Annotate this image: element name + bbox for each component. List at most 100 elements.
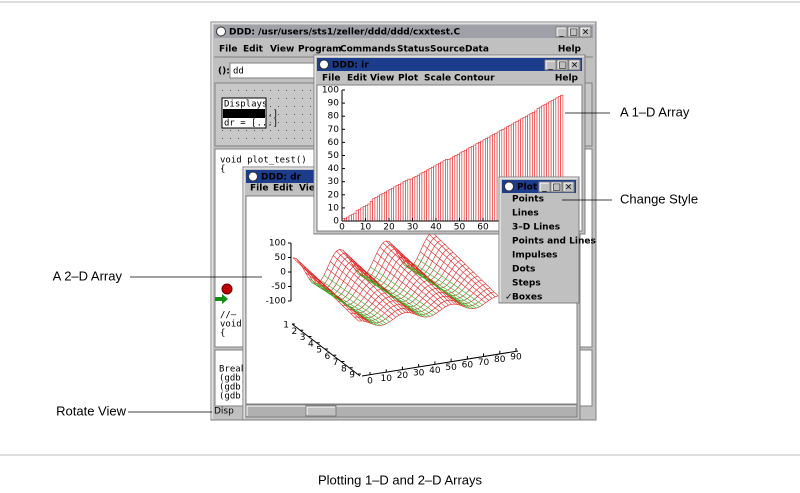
z-tick-label: 100: [269, 239, 286, 249]
menu-item[interactable]: Source: [430, 45, 465, 55]
window-button-hl: [580, 27, 590, 36]
display-row[interactable]: dr = [...]: [224, 119, 278, 129]
menu-item[interactable]: Data: [465, 45, 489, 55]
menu-item[interactable]: Commands: [340, 45, 396, 55]
bar: [398, 184, 402, 222]
bar: [360, 207, 364, 222]
window-hl: [314, 55, 584, 233]
bar: [452, 156, 456, 222]
menu-item[interactable]: Edit: [273, 184, 294, 194]
source-line: {: [220, 165, 225, 175]
window-button-glyph: ×: [565, 183, 573, 193]
window-button: [550, 181, 563, 193]
menu-item[interactable]: File: [219, 45, 237, 55]
grid-dot: [222, 130, 223, 131]
mesh-line: [376, 253, 443, 310]
y-tick-label: 1: [283, 321, 289, 331]
bar: [400, 182, 404, 222]
y-tick-label: 100: [322, 86, 339, 96]
window-icon: [504, 181, 514, 192]
style-option[interactable]: Points and Lines: [512, 237, 596, 247]
style-option[interactable]: Boxes: [512, 293, 542, 303]
bar: [346, 216, 350, 222]
y-tick-label: 8: [341, 364, 347, 374]
grid-dot: [302, 138, 303, 139]
style-option[interactable]: Dots: [512, 265, 535, 275]
y-tick-label: 10: [328, 203, 340, 213]
grid-dot: [302, 114, 303, 115]
mesh-line: [419, 251, 486, 303]
bar: [369, 201, 373, 222]
window-hl: [499, 177, 578, 302]
bar: [379, 194, 383, 222]
mesh-line: [382, 242, 449, 306]
x-axis: [361, 350, 519, 377]
grid-dot: [286, 98, 287, 99]
x-tick-label: 50: [454, 223, 466, 233]
grid-dot: [286, 130, 287, 131]
display-row[interactable]: ir = [...]: [224, 110, 278, 120]
x-tick-label: 0: [339, 223, 345, 233]
bar: [454, 155, 458, 222]
style-option[interactable]: Lines: [512, 209, 539, 219]
menu-item[interactable]: View: [299, 184, 323, 194]
z-tick-label: 50: [275, 253, 287, 263]
mesh-line: [407, 267, 474, 309]
menu-item[interactable]: View: [270, 45, 294, 55]
source-line: void plot_test(): [220, 156, 307, 166]
menu-item[interactable]: File: [250, 184, 268, 194]
grid-dot: [302, 106, 303, 107]
window-button-glyph: _: [541, 183, 547, 193]
y-tick-label: 7: [333, 358, 339, 368]
style-option[interactable]: Steps: [512, 279, 541, 289]
arg-value[interactable]: dd: [233, 67, 244, 77]
grid-dot: [278, 122, 279, 123]
menu-item[interactable]: View: [370, 74, 394, 84]
style-option[interactable]: Impulses: [512, 251, 557, 261]
console-line: (gdb): [219, 383, 246, 393]
window-button-hl: [545, 60, 555, 69]
y-axis: [291, 323, 361, 377]
window-button-hl: [563, 182, 573, 191]
x-tick-label: 10: [380, 374, 392, 384]
menu-item[interactable]: Contour: [454, 74, 495, 84]
bar: [482, 139, 486, 222]
mesh-line: [336, 250, 403, 314]
menu-item[interactable]: Edit: [347, 74, 368, 84]
grid-dot: [302, 90, 303, 91]
bar: [358, 208, 362, 222]
mesh-line: [292, 232, 433, 285]
menu-item[interactable]: Program: [298, 45, 342, 55]
grid-dot: [310, 138, 311, 139]
bar: [470, 146, 474, 222]
window-button: [538, 181, 551, 193]
y-tick-label: 3: [300, 333, 306, 343]
y-tick-label: 9: [349, 371, 355, 381]
grid-dot: [254, 130, 255, 131]
grid-dot: [262, 130, 263, 131]
menu-item[interactable]: File: [322, 74, 340, 84]
grid-dot: [230, 90, 231, 91]
style-option[interactable]: Points: [512, 195, 544, 205]
menu-item[interactable]: Help: [555, 74, 579, 84]
window-title: Plot: [517, 183, 538, 193]
menu-item[interactable]: Help: [558, 45, 582, 55]
menu-item[interactable]: Edit: [243, 45, 264, 55]
bar: [372, 198, 376, 222]
x-tick-label: 20: [397, 371, 409, 381]
grid-dot: [222, 90, 223, 91]
window-title: DDD: /usr/users/sts1/zeller/ddd/ddd/cxxt…: [229, 28, 460, 38]
mesh-line: [410, 266, 477, 309]
menu-item[interactable]: Scale: [424, 74, 451, 84]
window-icon: [319, 59, 329, 70]
menu-item[interactable]: Status: [397, 45, 430, 55]
bar: [421, 172, 425, 222]
grid-dot: [310, 122, 311, 123]
menu-item[interactable]: Plot: [398, 74, 419, 84]
mesh-line: [333, 255, 400, 316]
grid-dot: [270, 114, 271, 115]
grid-dot: [278, 130, 279, 131]
bar: [391, 187, 395, 222]
z-tick-label: 0: [280, 268, 286, 278]
